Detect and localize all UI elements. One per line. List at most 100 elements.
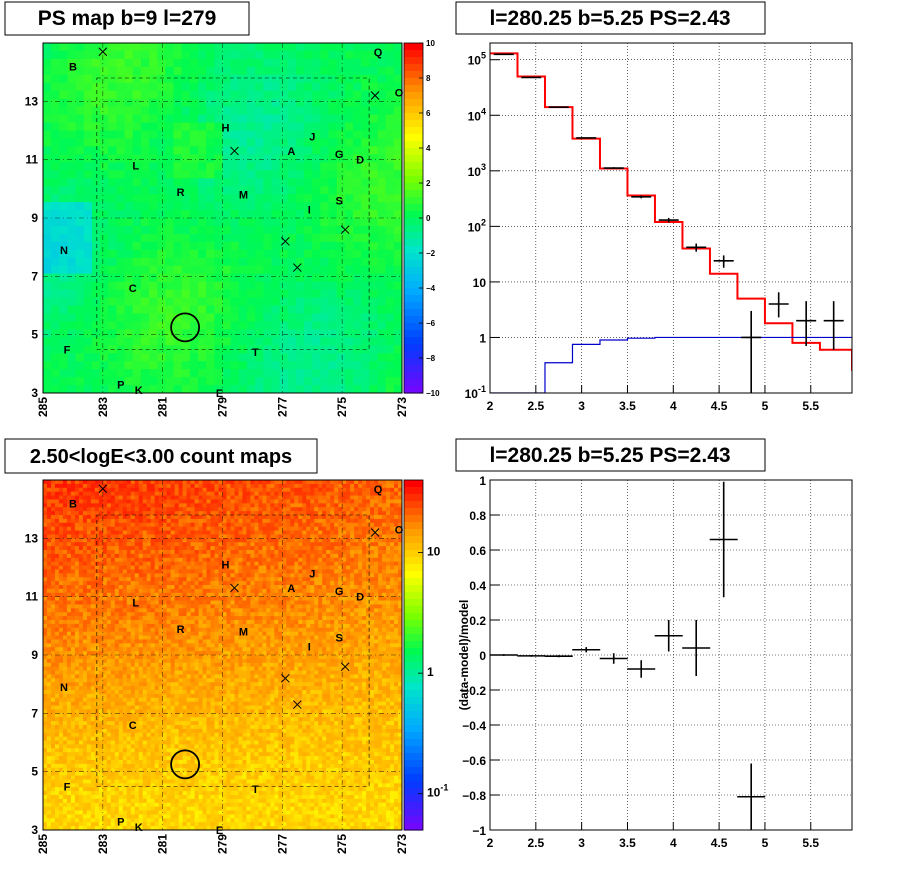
count-map-cell: [90, 600, 96, 605]
count-map-cell: [162, 670, 168, 675]
ps-map-cell: [108, 146, 118, 155]
ps-map-cell: [393, 82, 402, 92]
ps-map-cell: [67, 329, 77, 338]
count-map-cell: [146, 573, 152, 578]
count-map-cell: [62, 744, 68, 749]
count-map-cell: [142, 740, 148, 745]
count-map-cell: [66, 600, 72, 605]
count-map-cell: [114, 806, 120, 811]
ps-colorbar-swatch: [404, 316, 423, 324]
count-map-cell: [74, 588, 80, 594]
count-map-cell: [46, 499, 52, 504]
count-map-cell: [162, 573, 168, 578]
count-map-cell: [106, 620, 112, 625]
count-map-cell: [110, 651, 116, 656]
count-map-cell: [86, 666, 92, 671]
ps-map-cell: [295, 50, 305, 60]
ps-map-cell: [369, 50, 379, 60]
count-map-cell: [74, 608, 80, 613]
count-map-cell: [46, 503, 52, 508]
ps-map-cell: [100, 58, 109, 68]
count-map-cell: [78, 608, 84, 613]
ps-map-cell: [124, 233, 134, 243]
count-map-cell: [62, 573, 68, 578]
ps-map-cell: [67, 241, 77, 251]
count-map-cell: [146, 658, 152, 664]
count-map-cell: [154, 538, 160, 543]
count-map-cell: [154, 569, 160, 574]
ps-map-cell: [222, 289, 232, 299]
count-map-cell: [118, 503, 124, 508]
count-map-cell: [50, 604, 56, 609]
count-map-cell: [90, 495, 96, 500]
ps-map-cell: [59, 257, 69, 267]
count-map-cell: [110, 697, 116, 703]
count-map-cell: [46, 483, 52, 489]
ps-map-cell: [132, 329, 142, 338]
count-map-cell: [130, 728, 136, 734]
ps-map-cell: [255, 233, 264, 243]
ps-map-cell: [132, 90, 142, 100]
ps-map-cell: [385, 122, 395, 132]
ps-map-cell: [51, 241, 60, 251]
count-map-cell: [50, 491, 56, 496]
count-map-cell: [62, 495, 68, 500]
ps-map-cell: [238, 241, 248, 251]
count-map-cell: [158, 732, 164, 738]
count-map-cell: [66, 616, 72, 621]
ps-map-cell: [67, 257, 77, 267]
ps-map-cell: [238, 345, 248, 354]
count-map-cell: [142, 763, 148, 769]
count-map-cell: [106, 674, 112, 679]
ps-map-cell: [132, 43, 142, 52]
ps-map-cell: [377, 170, 387, 179]
count-map-cell: [106, 826, 112, 830]
ps-map-cell: [206, 122, 215, 132]
ps-map-cell: [369, 210, 379, 219]
count-map-cell: [66, 810, 72, 815]
count-map-cell: [58, 631, 64, 636]
count-map-cell: [146, 713, 152, 718]
count-map-cell: [130, 565, 136, 570]
count-map-cell: [82, 592, 88, 598]
count-map-cell: [130, 515, 136, 520]
count-map-cell: [86, 518, 92, 524]
count-map-cell: [158, 697, 164, 703]
ps-map-cell: [230, 369, 240, 378]
count-map-cell: [86, 736, 92, 741]
count-map-cell: [110, 666, 116, 671]
count-map-cell: [110, 569, 116, 574]
ps-map-source-label: N: [60, 245, 68, 257]
count-map-cell: [74, 647, 80, 652]
ps-map-cell: [214, 146, 224, 155]
count-map-cell: [150, 480, 156, 485]
ps-map-cell: [214, 273, 224, 283]
count-map-cell: [62, 822, 68, 827]
count-map-cell: [66, 779, 72, 784]
count-map-cell: [110, 553, 116, 559]
count-map-cell: [46, 557, 52, 563]
ps-map-cell: [238, 106, 248, 116]
ps-map-cell: [246, 329, 256, 338]
ps-map-cell: [116, 82, 126, 92]
count-map-cell: [122, 503, 128, 508]
count-map-cell: [150, 550, 156, 555]
count-map-cell: [43, 705, 48, 710]
count-map-cell: [74, 705, 80, 710]
ps-map-cell: [287, 321, 297, 330]
count-map-cell: [118, 740, 124, 745]
count-map-cell: [150, 810, 156, 815]
count-map-cell: [110, 627, 116, 633]
ps-map-source-cross-marker: [280, 236, 290, 246]
ps-map-cell: [91, 43, 101, 52]
ps-map-cell: [181, 202, 191, 211]
count-map-cell: [46, 643, 52, 648]
count-map-cell: [66, 639, 72, 644]
count-map-cell: [114, 627, 120, 633]
ps-map-cell: [189, 297, 199, 307]
ps-map-cell: [116, 130, 126, 140]
ps-map-cell: [238, 337, 248, 346]
count-map-cell: [86, 487, 92, 493]
count-map-cell: [62, 631, 68, 636]
